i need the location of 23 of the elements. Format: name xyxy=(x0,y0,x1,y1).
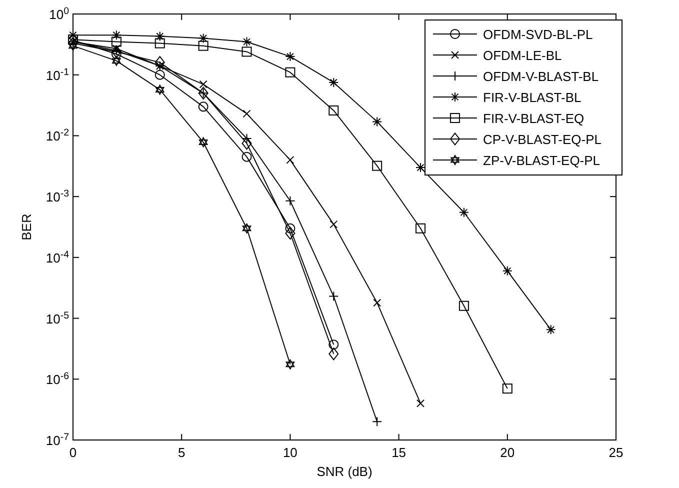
x-tick-label: 5 xyxy=(178,445,186,460)
legend-label: FIR-V-BLAST-BL xyxy=(483,90,582,105)
y-tick-label: 10$^{-5}$ xyxy=(46,310,70,326)
legend-label: ZP-V-BLAST-EQ-PL xyxy=(483,153,600,168)
y-tick-label: 10$^{0}$ xyxy=(49,6,70,22)
y-tick-label: 10$^{-2}$ xyxy=(46,127,69,144)
legend-label: OFDM-SVD-BL-PL xyxy=(483,27,593,42)
x-axis-title: SNR (dB) xyxy=(316,464,372,479)
legend-label: FIR-V-BLAST-EQ xyxy=(483,111,584,126)
y-tick-label: 10$^{-7}$ xyxy=(46,432,69,448)
y-tick-label: 10$^{-1}$ xyxy=(46,66,69,83)
legend-label: OFDM-LE-BL xyxy=(483,48,562,63)
x-tick-label: 25 xyxy=(608,445,624,460)
y-axis-title: BER xyxy=(19,214,34,240)
y-tick-label: 10$^{-4}$ xyxy=(46,248,70,266)
x-tick-label: 15 xyxy=(392,445,406,460)
x-tick-label: 20 xyxy=(500,445,515,460)
x-tick-label: 0 xyxy=(69,445,77,460)
legend-label: OFDM-V-BLAST-BL xyxy=(483,69,599,84)
y-tick-label: 10$^{-3}$ xyxy=(46,188,69,205)
x-tick-label: 10 xyxy=(282,445,298,460)
y-tick-label: 10$^{-6}$ xyxy=(46,370,69,388)
legend-label: CP-V-BLAST-EQ-PL xyxy=(483,132,602,147)
